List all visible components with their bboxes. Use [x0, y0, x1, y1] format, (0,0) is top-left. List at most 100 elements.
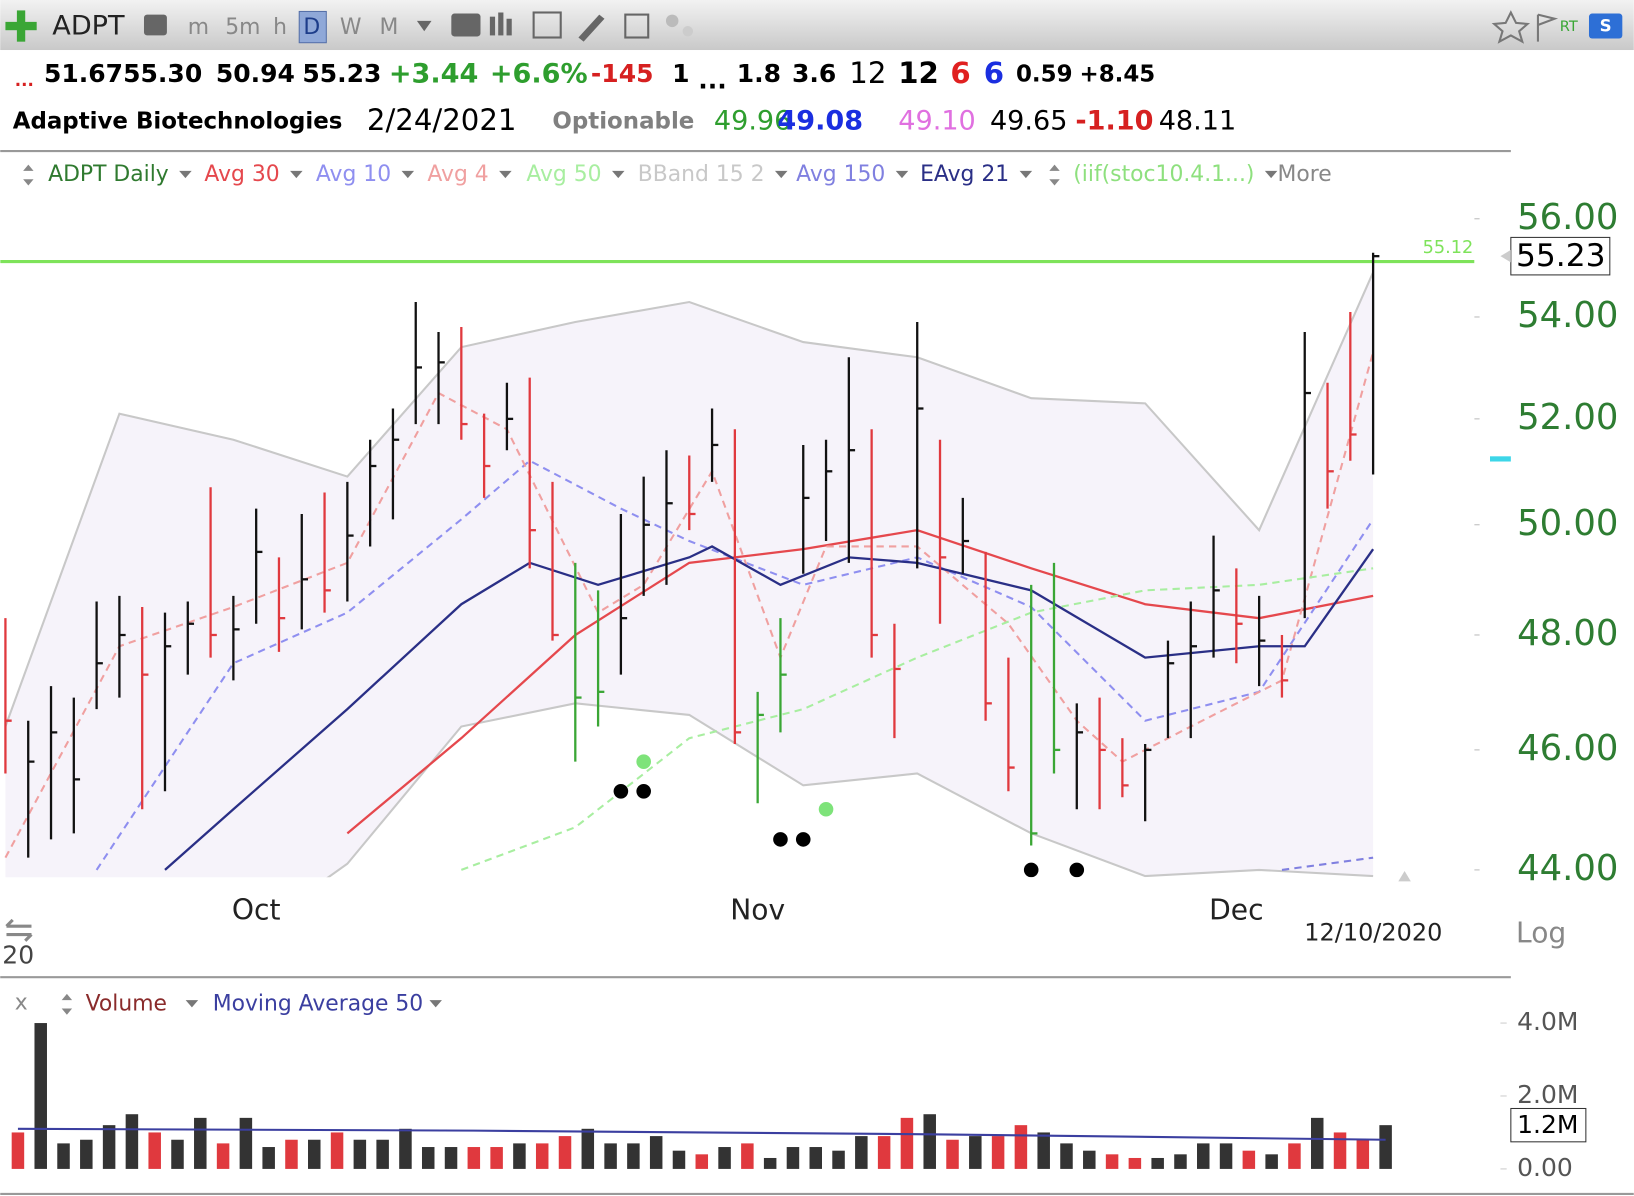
volume-bar — [1379, 1125, 1392, 1169]
volume-bar — [786, 1147, 800, 1169]
legend-item[interactable]: (iif(stoc10.4.1...) — [1073, 162, 1254, 187]
quote-value: ... — [15, 71, 34, 90]
volume-bar — [581, 1128, 595, 1169]
overlay: ADPT m 5m h D W M... 51.67 55.30 50.94 55.23 +3.44 +… — [2, 11, 1618, 1182]
legend-item[interactable]: Avg 4 — [427, 162, 488, 187]
volume-bar — [809, 1147, 823, 1169]
signal-dot — [636, 754, 651, 769]
dropdown-arrow — [185, 1000, 199, 1008]
quote-value: 6 — [950, 56, 970, 90]
signal-dot — [1023, 862, 1039, 878]
quote-value: 3.6 — [792, 59, 836, 88]
quote-value: 51.67 — [44, 59, 123, 88]
pane-close[interactable]: x — [15, 990, 28, 1015]
interval-button[interactable]: h — [273, 15, 287, 40]
volume-bar — [1151, 1157, 1164, 1169]
legend-item[interactable]: BBand 15 2 — [638, 162, 765, 187]
quote-value: 48.11 — [1159, 105, 1237, 136]
price-tag — [1510, 236, 1611, 276]
interval-button[interactable]: 5m — [225, 15, 260, 40]
volume-bar — [467, 1147, 481, 1169]
quote-value: +6.6% — [490, 59, 588, 90]
quote-value: 50.94 — [216, 59, 295, 88]
year-fragment: 20 — [2, 940, 34, 969]
quote-value: 1.8 — [737, 59, 781, 88]
volume-bar — [1219, 1143, 1233, 1169]
quote-value: 49.96 — [714, 105, 792, 136]
volume-bar — [148, 1132, 161, 1169]
volume-bar — [239, 1117, 253, 1169]
y-tick-label: 0.00 — [1517, 1153, 1573, 1182]
band-lower — [326, 702, 1374, 878]
volume-bar — [763, 1157, 777, 1169]
volume-bar — [194, 1117, 207, 1169]
last-date: 12/10/2020 — [1304, 918, 1442, 946]
legend-item[interactable]: Avg 30 — [204, 162, 279, 187]
volume-bar — [171, 1139, 184, 1169]
dropdown-arrow — [1264, 170, 1278, 179]
interval-button[interactable]: M — [379, 15, 398, 40]
volume-bar — [718, 1147, 731, 1169]
volume-bar — [1105, 1154, 1119, 1169]
volume-bar — [1014, 1125, 1028, 1169]
volume-bar — [308, 1139, 321, 1169]
interval-button[interactable]: D — [303, 15, 320, 40]
volume-bar — [900, 1117, 914, 1169]
band-upper — [4, 271, 1375, 727]
legend-item: Moving Average 50 — [213, 991, 423, 1016]
quote-value: 12 — [898, 56, 939, 90]
volume-bar — [285, 1139, 298, 1169]
quote-value: 6 — [984, 56, 1004, 90]
legend-item[interactable]: EAvg 21 — [920, 162, 1009, 187]
dropdown-arrow — [499, 170, 512, 179]
add-icon[interactable] — [5, 10, 37, 42]
volume-bar — [741, 1143, 754, 1169]
pane-handle — [23, 164, 34, 186]
volume-tag — [1510, 1107, 1587, 1143]
quote-value: -145 — [591, 59, 654, 88]
price-plot — [0, 252, 1475, 878]
quote-value: -1.10 — [1075, 105, 1153, 136]
volume-bar — [1197, 1143, 1210, 1169]
legend-item[interactable]: Avg 50 — [526, 162, 601, 187]
quote-value: +8.45 — [1080, 62, 1156, 88]
symbol: ADPT — [52, 11, 125, 42]
dropdown-arrow — [429, 1000, 442, 1008]
quote-value: 2/24/2021 — [367, 103, 516, 137]
volume-bar — [513, 1143, 526, 1169]
pane-handle — [61, 993, 73, 1015]
interval-button[interactable]: W — [340, 15, 362, 40]
y-tick-label: 4.0M — [1517, 1007, 1578, 1036]
legend-item[interactable]: More — [1277, 162, 1331, 187]
quote-value: 55.23 — [302, 59, 381, 88]
signal-dot — [795, 832, 811, 847]
legend-item[interactable]: Avg 10 — [316, 162, 391, 187]
volume-bar — [376, 1139, 389, 1169]
quote-value: Optionable — [552, 108, 694, 134]
volume-bar — [11, 1132, 25, 1169]
signal-dot — [636, 784, 651, 799]
y-tick-label: 54.00 — [1517, 295, 1618, 336]
legend-item[interactable]: ADPT Daily — [48, 162, 169, 187]
volume-bar — [649, 1136, 663, 1169]
volume-bar — [969, 1136, 982, 1169]
interval-button[interactable]: m — [188, 15, 209, 40]
legend-item[interactable]: Avg 150 — [796, 162, 885, 187]
volume-bar — [353, 1139, 367, 1169]
volume-bar — [1356, 1139, 1370, 1169]
interval-active — [298, 10, 327, 44]
dropdown-arrow — [179, 170, 192, 179]
signal-dot — [1069, 862, 1085, 878]
toolbar — [0, 0, 1634, 51]
signal-dot — [613, 784, 629, 799]
volume-bar — [262, 1147, 275, 1169]
dropdown-arrow — [401, 170, 415, 179]
y-tick-label: 52.00 — [1517, 397, 1618, 438]
volume-bar — [399, 1128, 412, 1169]
dropdown-arrow — [1019, 170, 1033, 179]
price-tag-label: 55.23 — [1516, 238, 1605, 274]
volume-plot — [11, 1023, 1392, 1169]
quote-value: 55.30 — [123, 59, 202, 88]
quote-value: 49.10 — [898, 105, 976, 136]
volume-bar — [57, 1143, 70, 1169]
